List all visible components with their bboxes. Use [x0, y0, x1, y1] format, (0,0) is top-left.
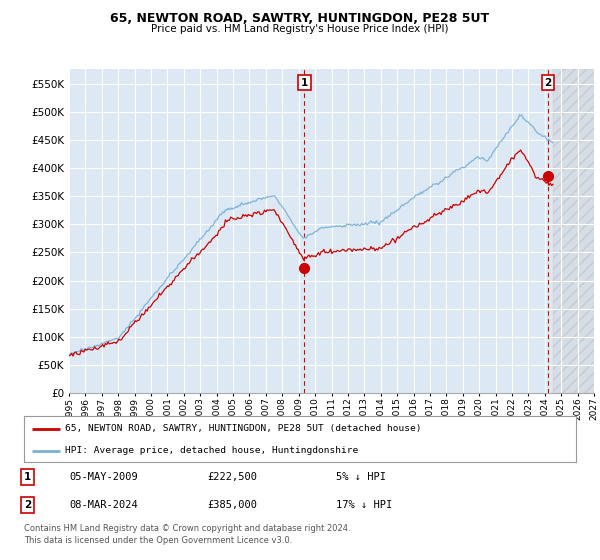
Text: 65, NEWTON ROAD, SAWTRY, HUNTINGDON, PE28 5UT: 65, NEWTON ROAD, SAWTRY, HUNTINGDON, PE2…: [110, 12, 490, 25]
Text: 08-MAR-2024: 08-MAR-2024: [69, 500, 138, 510]
Bar: [553, 69, 594, 393]
Text: This data is licensed under the Open Government Licence v3.0.: This data is licensed under the Open Gov…: [24, 536, 292, 545]
Text: 65, NEWTON ROAD, SAWTRY, HUNTINGDON, PE28 5UT (detached house): 65, NEWTON ROAD, SAWTRY, HUNTINGDON, PE2…: [65, 424, 422, 433]
Text: Contains HM Land Registry data © Crown copyright and database right 2024.: Contains HM Land Registry data © Crown c…: [24, 524, 350, 533]
Text: Price paid vs. HM Land Registry's House Price Index (HPI): Price paid vs. HM Land Registry's House …: [151, 24, 449, 34]
Text: 05-MAY-2009: 05-MAY-2009: [69, 472, 138, 482]
Text: £222,500: £222,500: [207, 472, 257, 482]
Text: 2: 2: [544, 77, 551, 87]
Text: 1: 1: [301, 77, 308, 87]
Text: HPI: Average price, detached house, Huntingdonshire: HPI: Average price, detached house, Hunt…: [65, 446, 359, 455]
Text: 2: 2: [24, 500, 31, 510]
Text: 5% ↓ HPI: 5% ↓ HPI: [336, 472, 386, 482]
Text: 1: 1: [24, 472, 31, 482]
Text: £385,000: £385,000: [207, 500, 257, 510]
Text: 17% ↓ HPI: 17% ↓ HPI: [336, 500, 392, 510]
